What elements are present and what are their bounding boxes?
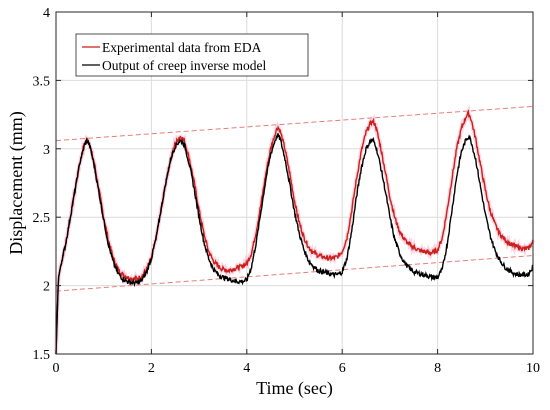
x-axis-label: Time (sec) — [256, 378, 333, 399]
y-tick-label-0: 1.5 — [33, 348, 51, 363]
x-tick-label-2: 4 — [243, 361, 250, 376]
x-tick-label-0: 0 — [53, 361, 60, 376]
x-tick-label-3: 6 — [339, 361, 346, 376]
legend: Experimental data from EDA Output of cre… — [75, 33, 309, 77]
x-tick-label-5: 10 — [526, 361, 540, 376]
series-experimental-halo — [54, 105, 535, 355]
legend-box — [75, 33, 309, 77]
legend-label-model: Output of creep inverse model — [102, 58, 266, 73]
series-line-experimental — [55, 109, 534, 355]
x-tick-label-4: 8 — [434, 361, 441, 376]
axis-ticks: 0 2 4 6 8 10 1.5 2 2.5 3 3.5 4 — [33, 6, 541, 376]
y-tick-label-5: 4 — [43, 6, 50, 21]
plot-frame — [55, 11, 534, 355]
x-tick-label-1: 2 — [148, 361, 155, 376]
y-tick-label-3: 3 — [43, 143, 50, 158]
series-lines — [54, 105, 535, 355]
y-axis-label: Displacement (mm) — [6, 111, 27, 254]
y-tick-label-1: 2 — [43, 280, 50, 295]
y-tick-label-2: 2.5 — [33, 211, 51, 226]
series-line-model — [55, 133, 534, 355]
legend-label-experimental: Experimental data from EDA — [102, 40, 262, 55]
y-tick-label-4: 3.5 — [33, 74, 51, 89]
